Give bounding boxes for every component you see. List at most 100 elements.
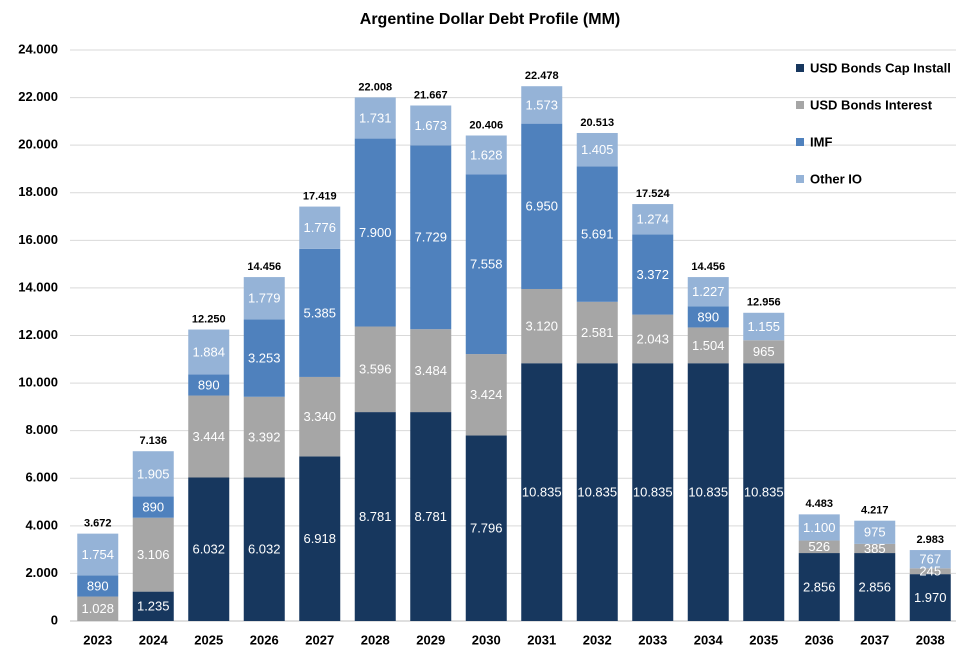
- data-label: 1.628: [470, 147, 503, 162]
- bar-segment: [243, 319, 285, 397]
- y-tick-label: 16.000: [18, 232, 58, 247]
- total-label: 21.667: [414, 89, 448, 101]
- data-label: 1.573: [525, 97, 558, 112]
- bar-segment: [132, 451, 174, 497]
- data-label: 8.781: [414, 509, 447, 524]
- legend-label: IMF: [810, 134, 832, 149]
- bar-segment: [299, 456, 341, 621]
- data-label: 6.032: [192, 542, 225, 557]
- legend-swatch: [796, 101, 804, 109]
- bar-segment: [521, 288, 563, 364]
- chart-title: Argentine Dollar Debt Profile (MM): [360, 11, 620, 28]
- data-label: 7.729: [414, 230, 447, 245]
- bar-segment: [243, 396, 285, 478]
- bar-segment: [188, 395, 230, 478]
- bar-segment: [854, 553, 896, 621]
- data-label: 767: [919, 552, 941, 567]
- total-label: 4.217: [861, 505, 889, 517]
- bar-segment: [521, 86, 563, 124]
- data-label: 1.884: [192, 344, 225, 359]
- bar-segment: [798, 553, 840, 621]
- y-tick-label: 22.000: [18, 89, 58, 104]
- bar-segment: [521, 363, 563, 621]
- data-label: 1.274: [636, 212, 669, 227]
- legend-label: USD Bonds Cap Install: [810, 60, 951, 75]
- data-label: 3.340: [303, 409, 336, 424]
- data-label: 1.776: [303, 220, 336, 235]
- bar-segment: [521, 123, 563, 289]
- data-label: 1.155: [747, 319, 780, 334]
- bar-segment: [354, 412, 396, 621]
- bar-segment: [77, 533, 119, 576]
- bar-segment: [632, 363, 674, 621]
- total-label: 22.478: [525, 70, 559, 82]
- data-label: 965: [753, 344, 775, 359]
- data-label: 1.100: [803, 520, 836, 535]
- data-label: 6.950: [525, 199, 558, 214]
- y-tick-label: 14.000: [18, 279, 58, 294]
- data-label: 890: [142, 500, 164, 515]
- total-label: 3.672: [84, 518, 112, 530]
- bar-segment: [854, 543, 896, 554]
- data-label: 2.581: [581, 325, 614, 340]
- data-label: 2.856: [803, 579, 836, 594]
- bar-segment: [410, 105, 452, 146]
- bar-segment: [576, 132, 618, 167]
- data-label: 8.781: [359, 509, 392, 524]
- bar-segment: [465, 135, 507, 175]
- y-tick-label: 2.000: [25, 565, 58, 580]
- legend-swatch: [796, 64, 804, 72]
- bar-segment: [132, 496, 174, 518]
- total-label: 12.956: [747, 297, 781, 309]
- data-label: 890: [87, 578, 109, 593]
- total-label: 2.983: [916, 534, 944, 546]
- y-tick-label: 12.000: [18, 327, 58, 342]
- x-tick-label: 2033: [638, 632, 667, 647]
- bar-segment: [632, 314, 674, 364]
- bar-segment: [743, 312, 785, 341]
- data-label: 385: [864, 541, 886, 556]
- data-label: 10.835: [577, 485, 617, 500]
- data-label: 1.028: [81, 601, 114, 616]
- data-label: 6.032: [248, 542, 281, 557]
- bar-segment: [687, 306, 729, 328]
- legend-swatch: [796, 138, 804, 146]
- x-tick-label: 2036: [805, 632, 834, 647]
- total-label: 17.524: [636, 188, 671, 200]
- x-tick-label: 2031: [527, 632, 556, 647]
- data-label: 2.043: [636, 331, 669, 346]
- data-label: 1.504: [692, 338, 725, 353]
- bar-segment: [576, 166, 618, 302]
- bar-segment: [687, 277, 729, 307]
- data-label: 1.235: [137, 599, 170, 614]
- data-label: 10.835: [522, 485, 562, 500]
- data-label: 10.835: [633, 485, 673, 500]
- x-tick-label: 2026: [250, 632, 279, 647]
- bar-segment: [77, 596, 119, 621]
- bar-segment: [632, 204, 674, 235]
- bar-segment: [909, 550, 951, 569]
- data-label: 3.484: [414, 363, 447, 378]
- y-tick-label: 24.000: [18, 41, 58, 56]
- data-label: 7.900: [359, 225, 392, 240]
- total-label: 20.406: [469, 119, 503, 131]
- x-tick-label: 2025: [194, 632, 223, 647]
- x-tick-label: 2038: [916, 632, 945, 647]
- data-label: 3.444: [192, 429, 225, 444]
- data-label: 1.405: [581, 142, 614, 157]
- data-label: 3.253: [248, 351, 281, 366]
- data-label: 1.754: [81, 547, 114, 562]
- data-label: 3.424: [470, 387, 503, 402]
- data-label: 3.106: [137, 547, 170, 562]
- data-label: 3.596: [359, 362, 392, 377]
- bar-segment: [354, 97, 396, 139]
- data-label: 3.120: [525, 319, 558, 334]
- bar-segment: [909, 568, 951, 575]
- bar-segment: [465, 174, 507, 355]
- legend-label: USD Bonds Interest: [810, 97, 933, 112]
- x-tick-label: 2032: [583, 632, 612, 647]
- bar-segment: [798, 514, 840, 541]
- data-label: 2.856: [858, 579, 891, 594]
- total-label: 12.250: [192, 313, 226, 325]
